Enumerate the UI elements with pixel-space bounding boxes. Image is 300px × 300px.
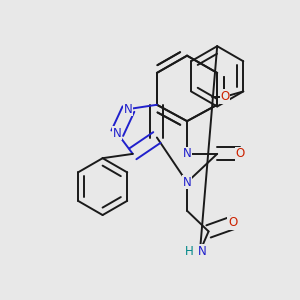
Text: O: O bbox=[228, 216, 237, 229]
Text: N: N bbox=[183, 147, 191, 161]
Text: N: N bbox=[183, 176, 191, 189]
Text: N: N bbox=[124, 103, 133, 116]
Text: N: N bbox=[113, 127, 122, 140]
Text: O: O bbox=[220, 90, 230, 103]
Text: O: O bbox=[236, 147, 245, 161]
Text: N: N bbox=[198, 245, 207, 258]
Text: H: H bbox=[185, 245, 194, 258]
